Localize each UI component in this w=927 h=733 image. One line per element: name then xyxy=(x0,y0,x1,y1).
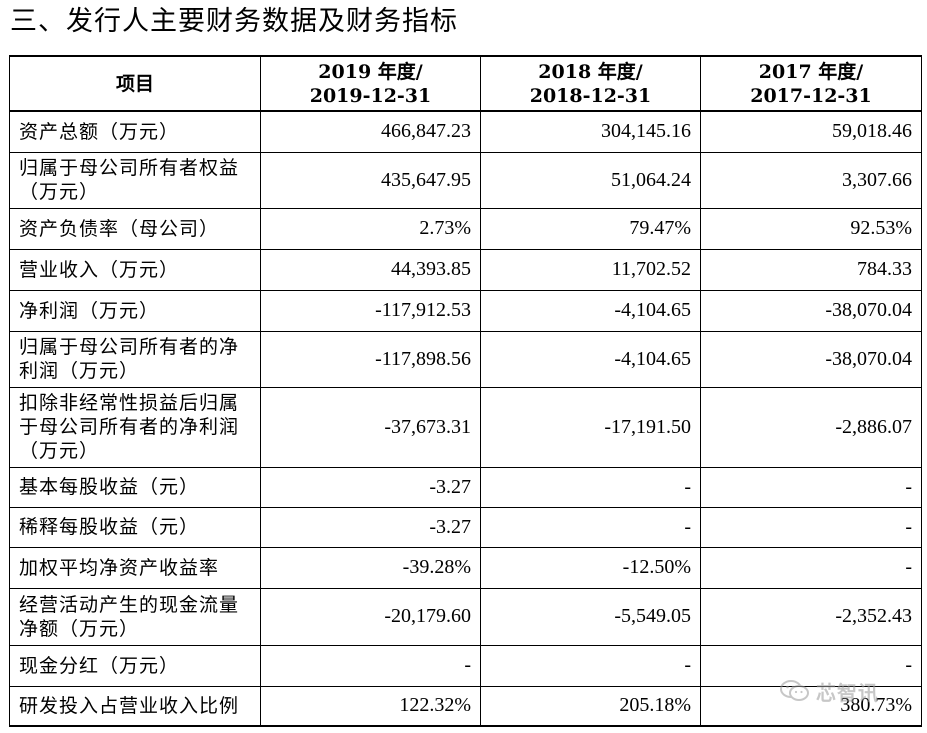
table-row: 归属于母公司所有者的净利润（万元） -117,898.56 -4,104.65 … xyxy=(9,330,922,388)
value-2017: - xyxy=(700,466,922,508)
header-2017-date: 2017-12-31 xyxy=(750,84,872,107)
value-2019: 122.32% xyxy=(260,685,481,727)
value-2017: -2,352.43 xyxy=(700,587,922,646)
value-2017: 92.53% xyxy=(700,207,922,250)
value-2018: - xyxy=(480,644,701,687)
value-2018: - xyxy=(480,506,701,548)
table-row: 稀释每股收益（元） -3.27 - - xyxy=(9,506,922,548)
row-label: 资产负债率（母公司） xyxy=(9,207,261,250)
table-row: 现金分红（万元） - - - xyxy=(9,644,922,687)
row-label: 经营活动产生的现金流量净额（万元） xyxy=(9,587,261,646)
header-2018: 2018 年度/ 2018-12-31 xyxy=(480,55,701,112)
value-2018: -12.50% xyxy=(480,546,701,589)
value-2017: 59,018.46 xyxy=(700,110,922,153)
table-row: 归属于母公司所有者权益（万元） 435,647.95 51,064.24 3,3… xyxy=(9,151,922,209)
row-label: 归属于母公司所有者权益（万元） xyxy=(9,151,261,209)
header-2018-period: 2018 年度/ xyxy=(538,60,643,83)
table-row: 扣除非经常性损益后归属于母公司所有者的净利润（万元） -37,673.31 -1… xyxy=(9,386,922,468)
value-2019: -39.28% xyxy=(260,546,481,589)
value-2019: -3.27 xyxy=(260,466,481,508)
value-2019: -3.27 xyxy=(260,506,481,548)
value-2019: - xyxy=(260,644,481,687)
header-2019-date: 2019-12-31 xyxy=(309,84,432,107)
value-2017: - xyxy=(700,644,922,687)
header-2017-period: 2017 年度/ xyxy=(758,60,864,83)
table-row: 资产负债率（母公司） 2.73% 79.47% 92.53% xyxy=(9,207,922,250)
section-title: 三、发行人主要财务数据及财务指标 xyxy=(10,6,458,37)
table-row: 加权平均净资产收益率 -39.28% -12.50% - xyxy=(9,546,922,589)
value-2018: 11,702.52 xyxy=(480,248,701,291)
value-2019: -37,673.31 xyxy=(260,386,481,468)
financial-data-table: 项目 2019 年度/ 2019-12-31 2018 年度/ 2018-12-… xyxy=(9,55,922,727)
value-2017: -2,886.07 xyxy=(700,386,922,468)
value-2019: -117,912.53 xyxy=(260,289,481,332)
value-2019: 466,847.23 xyxy=(260,110,481,153)
table-row: 净利润（万元） -117,912.53 -4,104.65 -38,070.04 xyxy=(9,289,922,332)
table-row: 营业收入（万元） 44,393.85 11,702.52 784.33 xyxy=(9,248,922,291)
value-2017: 3,307.66 xyxy=(700,151,922,209)
value-2018: -4,104.65 xyxy=(480,330,701,388)
value-2019: 44,393.85 xyxy=(260,248,481,291)
value-2018: - xyxy=(480,466,701,508)
value-2017: -38,070.04 xyxy=(700,289,922,332)
header-item: 项目 xyxy=(9,55,261,112)
row-label: 加权平均净资产收益率 xyxy=(9,546,261,589)
value-2017: - xyxy=(700,506,922,548)
row-label: 研发投入占营业收入比例 xyxy=(9,685,261,727)
value-2018: -5,549.05 xyxy=(480,587,701,646)
row-label: 基本每股收益（元） xyxy=(9,466,261,508)
table-row: 研发投入占营业收入比例 122.32% 205.18% 380.73% xyxy=(9,685,922,727)
value-2018: 205.18% xyxy=(480,685,701,727)
value-2019: 2.73% xyxy=(260,207,481,250)
value-2017: 380.73% xyxy=(700,685,922,727)
value-2018: -4,104.65 xyxy=(480,289,701,332)
value-2018: 51,064.24 xyxy=(480,151,701,209)
row-label: 归属于母公司所有者的净利润（万元） xyxy=(9,330,261,388)
header-2018-date: 2018-12-31 xyxy=(529,84,652,107)
row-label: 营业收入（万元） xyxy=(9,248,261,291)
header-2019-period: 2019 年度/ xyxy=(318,60,423,83)
row-label: 资产总额（万元） xyxy=(9,110,261,153)
row-label: 稀释每股收益（元） xyxy=(9,506,261,548)
row-label: 净利润（万元） xyxy=(9,289,261,332)
value-2018: -17,191.50 xyxy=(480,386,701,468)
value-2017: -38,070.04 xyxy=(700,330,922,388)
header-2017: 2017 年度/ 2017-12-31 xyxy=(700,55,922,112)
value-2019: -117,898.56 xyxy=(260,330,481,388)
row-label: 扣除非经常性损益后归属于母公司所有者的净利润（万元） xyxy=(9,386,261,468)
value-2018: 79.47% xyxy=(480,207,701,250)
value-2017: - xyxy=(700,546,922,589)
value-2018: 304,145.16 xyxy=(480,110,701,153)
table-row: 基本每股收益（元） -3.27 - - xyxy=(9,466,922,508)
table-row: 经营活动产生的现金流量净额（万元） -20,179.60 -5,549.05 -… xyxy=(9,587,922,646)
table-row: 资产总额（万元） 466,847.23 304,145.16 59,018.46 xyxy=(9,110,922,153)
row-label: 现金分红（万元） xyxy=(9,644,261,687)
value-2019: -20,179.60 xyxy=(260,587,481,646)
header-2019: 2019 年度/ 2019-12-31 xyxy=(260,55,481,112)
value-2017: 784.33 xyxy=(700,248,922,291)
value-2019: 435,647.95 xyxy=(260,151,481,209)
table-header-row: 项目 2019 年度/ 2019-12-31 2018 年度/ 2018-12-… xyxy=(9,55,922,112)
